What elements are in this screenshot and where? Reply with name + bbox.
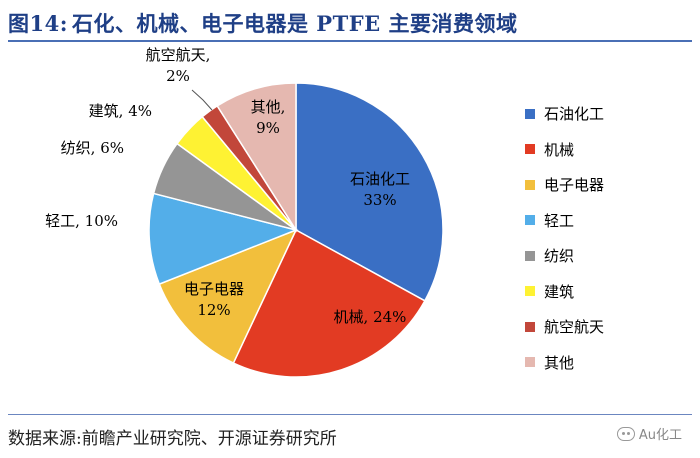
legend-label: 轻工 <box>544 211 575 230</box>
legend-swatch <box>525 144 535 155</box>
pie-slice-4 <box>148 192 299 286</box>
data-label-6: 建筑, 4% <box>89 102 152 120</box>
wechat-icon <box>616 426 635 441</box>
data-label-5: 纺织, 6% <box>61 139 124 157</box>
legend-item-4: 轻工 <box>525 203 695 239</box>
data-label-7: 航空航天, 2% <box>146 46 211 85</box>
data-label-4: 轻工, 10% <box>45 212 118 230</box>
chart-title-bar: 图14: 石化、机械、电子电器是 PTFE 主要消费领域 <box>8 6 692 42</box>
legend-item-7: 航空航天 <box>525 309 695 345</box>
legend-label: 纺织 <box>544 247 575 266</box>
legend-item-2: 机械 <box>525 132 695 168</box>
pie-slice-1 <box>295 82 444 302</box>
legend-label: 航空航天 <box>544 318 605 337</box>
leader-line <box>191 89 213 111</box>
legend-label: 机械 <box>544 140 575 159</box>
legend-item-8: 其他 <box>525 345 695 381</box>
legend-swatch <box>525 215 535 226</box>
data-label-1: 石油化工 33% <box>350 170 410 209</box>
chart-title: 图14: 石化、机械、电子电器是 PTFE 主要消费领域 <box>8 8 517 38</box>
chart-title-text: 石化、机械、电子电器是 PTFE 主要消费领域 <box>71 11 518 36</box>
legend-label: 其他 <box>544 353 575 372</box>
legend-label: 石油化工 <box>544 105 605 124</box>
legend-label: 建筑 <box>544 282 575 301</box>
legend-swatch <box>525 108 535 119</box>
legend-swatch <box>525 286 535 297</box>
pie-slice-3 <box>158 228 298 365</box>
data-label-3: 电子电器 12% <box>184 280 244 319</box>
footer-divider <box>8 414 692 415</box>
pie-slice-2 <box>232 228 426 378</box>
legend-item-6: 建筑 <box>525 274 695 310</box>
legend-swatch <box>525 321 535 332</box>
pie-chart: 石油化工 33% 机械, 24% 电子电器 12% 轻工, 10% 纺织, 6% 建筑, 4%… <box>45 46 444 378</box>
legend-swatch <box>525 250 535 261</box>
legend-label: 电子电器 <box>544 176 605 195</box>
figure-number: 图14: <box>8 11 68 36</box>
data-label-2: 机械, 24% <box>334 308 407 326</box>
data-label-8: 其他, 9% <box>251 98 286 137</box>
chart-legend: 石油化工机械电子电器轻工纺织建筑航空航天其他 <box>525 96 695 380</box>
legend-swatch <box>525 357 535 368</box>
legend-item-5: 纺织 <box>525 238 695 274</box>
pie-slice-8 <box>216 82 297 233</box>
legend-item-3: 电子电器 <box>525 167 695 203</box>
data-source: 数据来源:前瞻产业研究院、开源证券研究所 <box>8 429 337 449</box>
watermark-text: Au化工 <box>638 428 682 443</box>
legend-swatch <box>525 179 535 190</box>
watermark: Au化工 <box>616 424 682 443</box>
legend-item-1: 石油化工 <box>525 96 695 132</box>
